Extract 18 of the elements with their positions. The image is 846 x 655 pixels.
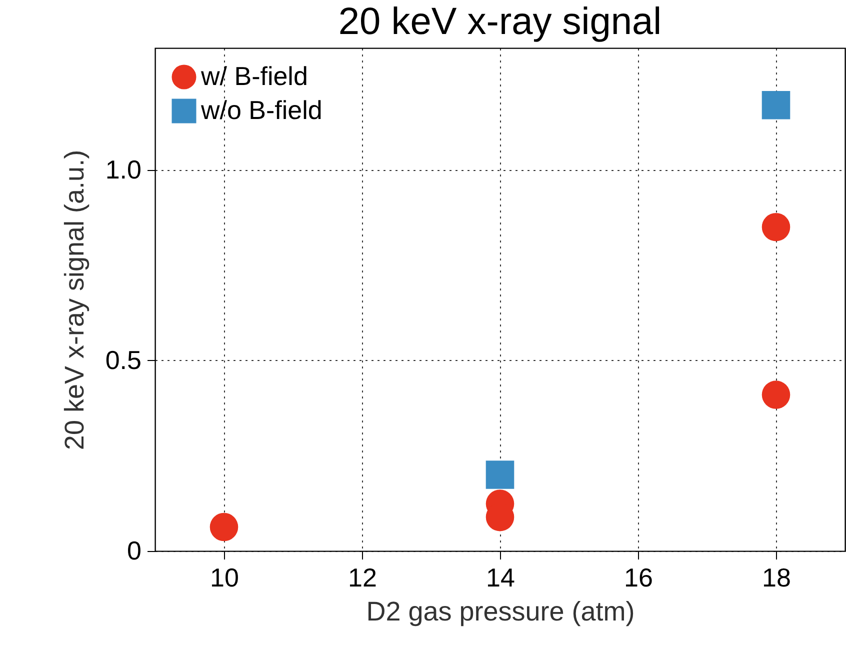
chart-title: 20 keV x-ray signal bbox=[338, 1, 662, 43]
y-axis-title: 20 keV x-ray signal (a.u.) bbox=[59, 150, 90, 450]
x-tick-label: 12 bbox=[348, 562, 377, 592]
x-tick-label: 18 bbox=[762, 562, 791, 592]
point bbox=[210, 512, 238, 542]
point bbox=[762, 212, 790, 242]
y-tick-label: 1.0 bbox=[105, 154, 142, 184]
x-tick-label: 10 bbox=[210, 562, 239, 592]
point bbox=[762, 91, 790, 120]
x-tick-label: 14 bbox=[486, 562, 515, 592]
x-tick-label: 16 bbox=[624, 562, 653, 592]
y-tick-label: 0.5 bbox=[105, 344, 142, 375]
y-tick-label: 0 bbox=[127, 536, 142, 566]
legend-label: w/ B-field bbox=[200, 61, 308, 91]
legend-label: w/o B-field bbox=[200, 95, 322, 125]
point bbox=[762, 380, 790, 409]
x-axis-title: D2 gas pressure (atm) bbox=[366, 596, 635, 626]
point bbox=[486, 460, 514, 489]
